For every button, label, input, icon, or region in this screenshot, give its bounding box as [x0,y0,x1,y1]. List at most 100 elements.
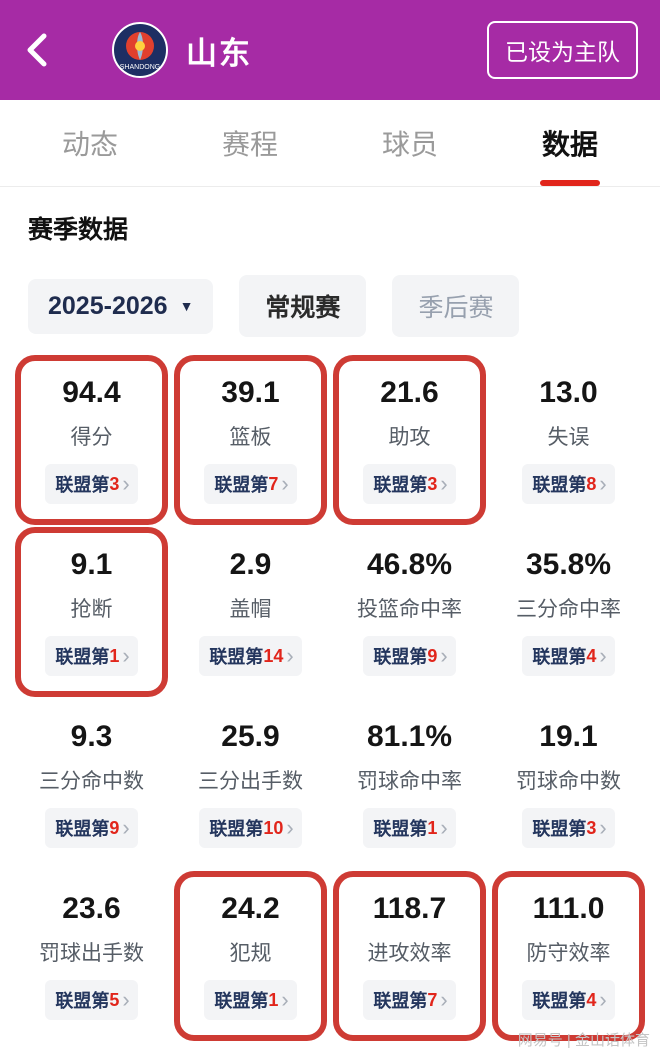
stat-value: 2.9 [229,548,272,581]
rank-prefix: 联盟第 [373,819,428,839]
league-rank-link[interactable]: 联盟第 4 › [522,636,615,676]
stat-label: 盖帽 [229,598,272,621]
stat-label: 犯规 [229,942,272,965]
rank-number: 7 [427,989,438,1010]
rank-prefix: 联盟第 [532,991,587,1011]
league-rank-link[interactable]: 联盟第 1 › [45,636,138,676]
season-dropdown-value: 2025-2026 [48,291,168,320]
stat-label: 抢断 [70,598,113,621]
league-rank-link[interactable]: 联盟第 7 › [363,980,456,1020]
rank-number: 1 [427,817,438,838]
stat-label: 进攻效率 [367,942,452,965]
stat-cell: 39.1 篮板 联盟第 7 › [171,355,330,525]
stat-cell: 9.1 抢断 联盟第 1 › [12,527,171,697]
chevron-right-icon: › [122,471,130,496]
stat-cell: 23.6 罚球出手数 联盟第 5 › [12,887,171,1029]
stat-label: 失误 [547,426,590,449]
stat-cell: 13.0 失误 联盟第 8 › [489,371,648,513]
tab-schedule[interactable]: 赛程 [221,129,278,160]
tab-news[interactable]: 动态 [61,129,118,160]
regular-season-button[interactable]: 常规赛 [239,275,367,337]
rank-prefix: 联盟第 [373,475,428,495]
stat-label: 三分出手数 [198,770,303,793]
stat-cell: 24.2 犯规 联盟第 1 › [171,871,330,1041]
rank-number: 8 [586,473,597,494]
chevron-right-icon: › [281,471,289,496]
league-rank-link[interactable]: 联盟第 7 › [204,464,297,504]
stat-value: 24.2 [221,892,280,925]
stat-cell: 9.3 三分命中数 联盟第 9 › [12,715,171,857]
stat-label: 投篮命中率 [357,598,462,621]
stat-label: 防守效率 [526,942,611,965]
watermark: 网易号 | 金山话体育 [517,1032,650,1049]
stat-cell: 35.8% 三分命中率 联盟第 4 › [489,543,648,685]
chevron-right-icon: › [440,815,448,840]
stat-cell: 118.7 进攻效率 联盟第 7 › [330,871,489,1041]
stat-cell: 2.9 盖帽 联盟第 14 › [171,543,330,685]
chevron-right-icon: › [122,643,130,668]
stat-label: 助攻 [388,426,431,449]
set-home-team-button[interactable]: 已设为主队 [487,21,638,79]
rank-prefix: 联盟第 [55,991,110,1011]
stat-label: 篮板 [229,426,272,449]
tab-players[interactable]: 球员 [381,129,438,160]
league-rank-link[interactable]: 联盟第 3 › [45,464,138,504]
rank-prefix: 联盟第 [214,991,269,1011]
stat-value: 46.8% [366,548,453,581]
rank-prefix: 联盟第 [532,475,587,495]
chevron-right-icon: › [122,987,130,1012]
chevron-right-icon: › [599,643,607,668]
rank-prefix: 联盟第 [373,647,428,667]
league-rank-link[interactable]: 联盟第 3 › [363,464,456,504]
league-rank-link[interactable]: 联盟第 4 › [522,980,615,1020]
rank-prefix: 联盟第 [55,647,110,667]
rank-prefix: 联盟第 [55,819,110,839]
chevron-right-icon: › [440,987,448,1012]
rank-number: 14 [263,645,284,666]
rank-number: 1 [268,989,279,1010]
rank-prefix: 联盟第 [209,819,264,839]
stat-value: 81.1% [366,720,453,753]
stat-cell: 94.4 得分 联盟第 3 › [12,355,171,525]
stat-value: 9.1 [70,548,113,581]
league-rank-link[interactable]: 联盟第 10 › [199,808,302,848]
league-rank-link[interactable]: 联盟第 3 › [522,808,615,848]
league-rank-link[interactable]: 联盟第 1 › [204,980,297,1020]
league-rank-link[interactable]: 联盟第 1 › [363,808,456,848]
chevron-right-icon: › [281,987,289,1012]
rank-number: 4 [586,989,597,1010]
league-rank-link[interactable]: 联盟第 9 › [363,636,456,676]
stat-value: 35.8% [525,548,612,581]
rank-number: 4 [586,645,597,666]
rank-number: 9 [427,645,438,666]
stat-value: 9.3 [70,720,113,753]
back-button[interactable] [22,28,66,72]
section-title: 赛季数据 [28,216,129,244]
chevron-right-icon: › [599,815,607,840]
rank-number: 9 [109,817,120,838]
chevron-right-icon: › [122,815,130,840]
season-dropdown[interactable]: 2025-2026 ▼ [28,278,214,334]
rank-number: 1 [109,645,120,666]
rank-number: 10 [263,817,284,838]
team-logo-text: SHANDONG [120,64,160,71]
rank-number: 3 [109,473,120,494]
stat-label: 三分命中数 [39,770,144,793]
rank-prefix: 联盟第 [532,819,587,839]
stat-value: 94.4 [62,376,121,409]
tab-bar: 动态 赛程 球员 数据 [0,100,660,187]
chevron-right-icon: › [286,815,294,840]
app-header: SHANDONG 山东 已设为主队 [0,0,660,100]
league-rank-link[interactable]: 联盟第 14 › [199,636,302,676]
stat-value: 111.0 [532,892,605,925]
rank-number: 7 [268,473,279,494]
stats-grid: 94.4 得分 联盟第 3 › 39.1 篮板 联盟第 7 › 21.6 助攻 联盟第 3… [0,355,660,1041]
stat-value: 23.6 [62,892,121,925]
league-rank-link[interactable]: 联盟第 8 › [522,464,615,504]
stat-value: 21.6 [380,376,439,409]
league-rank-link[interactable]: 联盟第 5 › [45,980,138,1020]
tab-data[interactable]: 数据 [528,100,612,186]
playoffs-button[interactable]: 季后赛 [392,275,520,337]
league-rank-link[interactable]: 联盟第 9 › [45,808,138,848]
